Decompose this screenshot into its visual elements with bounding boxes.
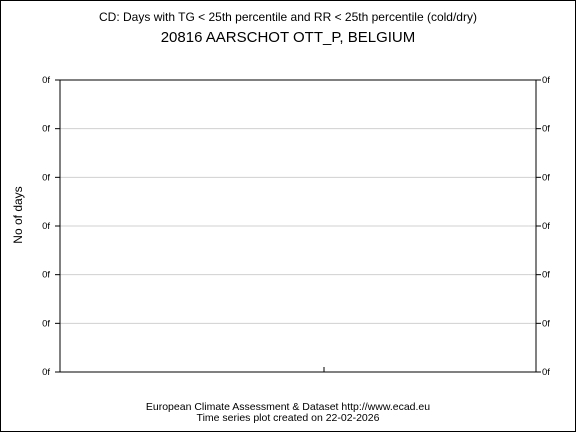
chart-title: CD: Days with TG < 25th percentile and R…	[99, 10, 477, 24]
grid-lines	[60, 128, 536, 324]
y-tick-label-right: 0f	[542, 270, 550, 281]
y-tick-label-right: 0f	[542, 172, 550, 183]
y-tick-label-left: 0f	[42, 124, 50, 135]
y-tick-label-left: 0f	[42, 221, 50, 232]
y-axis-right-ticks: 0f 0f 0f 0f 0f 0f 0f	[536, 75, 550, 378]
chart-subtitle: 20816 AARSCHOT OTT_P, BELGIUM	[161, 29, 416, 46]
y-tick-label-left: 0f	[42, 318, 50, 329]
footer-source: European Climate Assessment & Dataset ht…	[146, 401, 430, 413]
y-tick-label-right: 0f	[542, 367, 550, 378]
y-tick-label-left: 0f	[42, 75, 50, 86]
y-axis-label: No of days	[11, 186, 25, 243]
y-tick-label-right: 0f	[542, 318, 550, 329]
y-tick-label-right: 0f	[542, 124, 550, 135]
y-tick-label-left: 0f	[42, 270, 50, 281]
y-tick-label-left: 0f	[42, 172, 50, 183]
y-axis-left-ticks: 0f 0f 0f 0f 0f 0f 0f	[42, 75, 60, 378]
y-tick-label-right: 0f	[542, 221, 550, 232]
y-tick-label-right: 0f	[542, 75, 550, 86]
footer-created-date: Time series plot created on 22-02-2026	[197, 412, 380, 424]
y-tick-label-left: 0f	[42, 367, 50, 378]
